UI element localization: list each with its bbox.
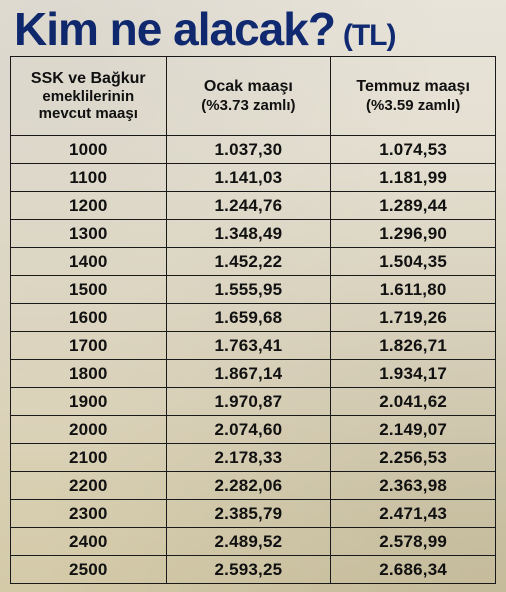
cell-july: 1.504,35 bbox=[331, 248, 496, 276]
cell-january: 2.489,52 bbox=[166, 528, 331, 556]
table-row: 17001.763,411.826,71 bbox=[11, 332, 496, 360]
cell-january: 1.867,14 bbox=[166, 360, 331, 388]
page-title: Kim ne alacak? (TL) bbox=[14, 6, 496, 52]
cell-current: 1200 bbox=[11, 192, 167, 220]
table-row: 10001.037,301.074,53 bbox=[11, 136, 496, 164]
cell-january: 1.037,30 bbox=[166, 136, 331, 164]
cell-january: 1.244,76 bbox=[166, 192, 331, 220]
table-row: 13001.348,491.296,90 bbox=[11, 220, 496, 248]
cell-current: 1100 bbox=[11, 164, 167, 192]
cell-january: 1.763,41 bbox=[166, 332, 331, 360]
col-header-line: (%3.59 zamlı) bbox=[335, 97, 491, 114]
cell-july: 1.611,80 bbox=[331, 276, 496, 304]
cell-current: 1700 bbox=[11, 332, 167, 360]
table-row: 23002.385,792.471,43 bbox=[11, 500, 496, 528]
cell-january: 2.593,25 bbox=[166, 556, 331, 584]
table-header: SSK ve Bağkur emeklilerinin mevcut maaşı… bbox=[11, 57, 496, 136]
cell-july: 1.826,71 bbox=[331, 332, 496, 360]
cell-current: 1800 bbox=[11, 360, 167, 388]
table-row: 20002.074,602.149,07 bbox=[11, 416, 496, 444]
table-row: 25002.593,252.686,34 bbox=[11, 556, 496, 584]
cell-january: 2.074,60 bbox=[166, 416, 331, 444]
table-row: 15001.555,951.611,80 bbox=[11, 276, 496, 304]
cell-current: 1000 bbox=[11, 136, 167, 164]
cell-july: 1.074,53 bbox=[331, 136, 496, 164]
cell-july: 1.181,99 bbox=[331, 164, 496, 192]
cell-current: 1300 bbox=[11, 220, 167, 248]
cell-july: 1.296,90 bbox=[331, 220, 496, 248]
cell-july: 2.041,62 bbox=[331, 388, 496, 416]
title-main: Kim ne alacak? bbox=[14, 3, 335, 55]
cell-july: 2.686,34 bbox=[331, 556, 496, 584]
table-row: 21002.178,332.256,53 bbox=[11, 444, 496, 472]
cell-current: 2400 bbox=[11, 528, 167, 556]
cell-current: 2200 bbox=[11, 472, 167, 500]
table-header-row: SSK ve Bağkur emeklilerinin mevcut maaşı… bbox=[11, 57, 496, 136]
cell-january: 1.348,49 bbox=[166, 220, 331, 248]
cell-current: 2100 bbox=[11, 444, 167, 472]
cell-january: 1.452,22 bbox=[166, 248, 331, 276]
cell-july: 2.471,43 bbox=[331, 500, 496, 528]
cell-current: 1900 bbox=[11, 388, 167, 416]
cell-january: 1.555,95 bbox=[166, 276, 331, 304]
cell-current: 2300 bbox=[11, 500, 167, 528]
col-header-line: Ocak maaşı bbox=[204, 78, 293, 95]
cell-july: 2.578,99 bbox=[331, 528, 496, 556]
col-header-line: SSK ve Bağkur bbox=[31, 70, 146, 87]
cell-july: 1.934,17 bbox=[331, 360, 496, 388]
table-row: 22002.282,062.363,98 bbox=[11, 472, 496, 500]
cell-january: 2.282,06 bbox=[166, 472, 331, 500]
table-row: 16001.659,681.719,26 bbox=[11, 304, 496, 332]
cell-january: 1.970,87 bbox=[166, 388, 331, 416]
cell-current: 2000 bbox=[11, 416, 167, 444]
table-body: 10001.037,301.074,5311001.141,031.181,99… bbox=[11, 136, 496, 584]
table-row: 14001.452,221.504,35 bbox=[11, 248, 496, 276]
col-header-line: emeklilerinin bbox=[15, 88, 162, 105]
cell-july: 2.256,53 bbox=[331, 444, 496, 472]
col-header-line: mevcut maaşı bbox=[15, 105, 162, 122]
col-header-current: SSK ve Bağkur emeklilerinin mevcut maaşı bbox=[11, 57, 167, 136]
cell-current: 1400 bbox=[11, 248, 167, 276]
cell-july: 2.363,98 bbox=[331, 472, 496, 500]
cell-january: 2.385,79 bbox=[166, 500, 331, 528]
table-row: 18001.867,141.934,17 bbox=[11, 360, 496, 388]
table-row: 24002.489,522.578,99 bbox=[11, 528, 496, 556]
cell-july: 1.289,44 bbox=[331, 192, 496, 220]
cell-current: 1600 bbox=[11, 304, 167, 332]
cell-january: 1.141,03 bbox=[166, 164, 331, 192]
col-header-line: Temmuz maaşı bbox=[356, 78, 470, 95]
cell-january: 2.178,33 bbox=[166, 444, 331, 472]
cell-july: 2.149,07 bbox=[331, 416, 496, 444]
page: Kim ne alacak? (TL) SSK ve Bağkur emekli… bbox=[0, 0, 506, 592]
table-row: 11001.141,031.181,99 bbox=[11, 164, 496, 192]
table-row: 19001.970,872.041,62 bbox=[11, 388, 496, 416]
cell-current: 1500 bbox=[11, 276, 167, 304]
col-header-july: Temmuz maaşı (%3.59 zamlı) bbox=[331, 57, 496, 136]
cell-current: 2500 bbox=[11, 556, 167, 584]
table-row: 12001.244,761.289,44 bbox=[11, 192, 496, 220]
col-header-line: (%3.73 zamlı) bbox=[171, 97, 327, 114]
title-unit: (TL) bbox=[343, 19, 396, 52]
cell-january: 1.659,68 bbox=[166, 304, 331, 332]
col-header-january: Ocak maaşı (%3.73 zamlı) bbox=[166, 57, 331, 136]
salary-table: SSK ve Bağkur emeklilerinin mevcut maaşı… bbox=[10, 56, 496, 584]
cell-july: 1.719,26 bbox=[331, 304, 496, 332]
